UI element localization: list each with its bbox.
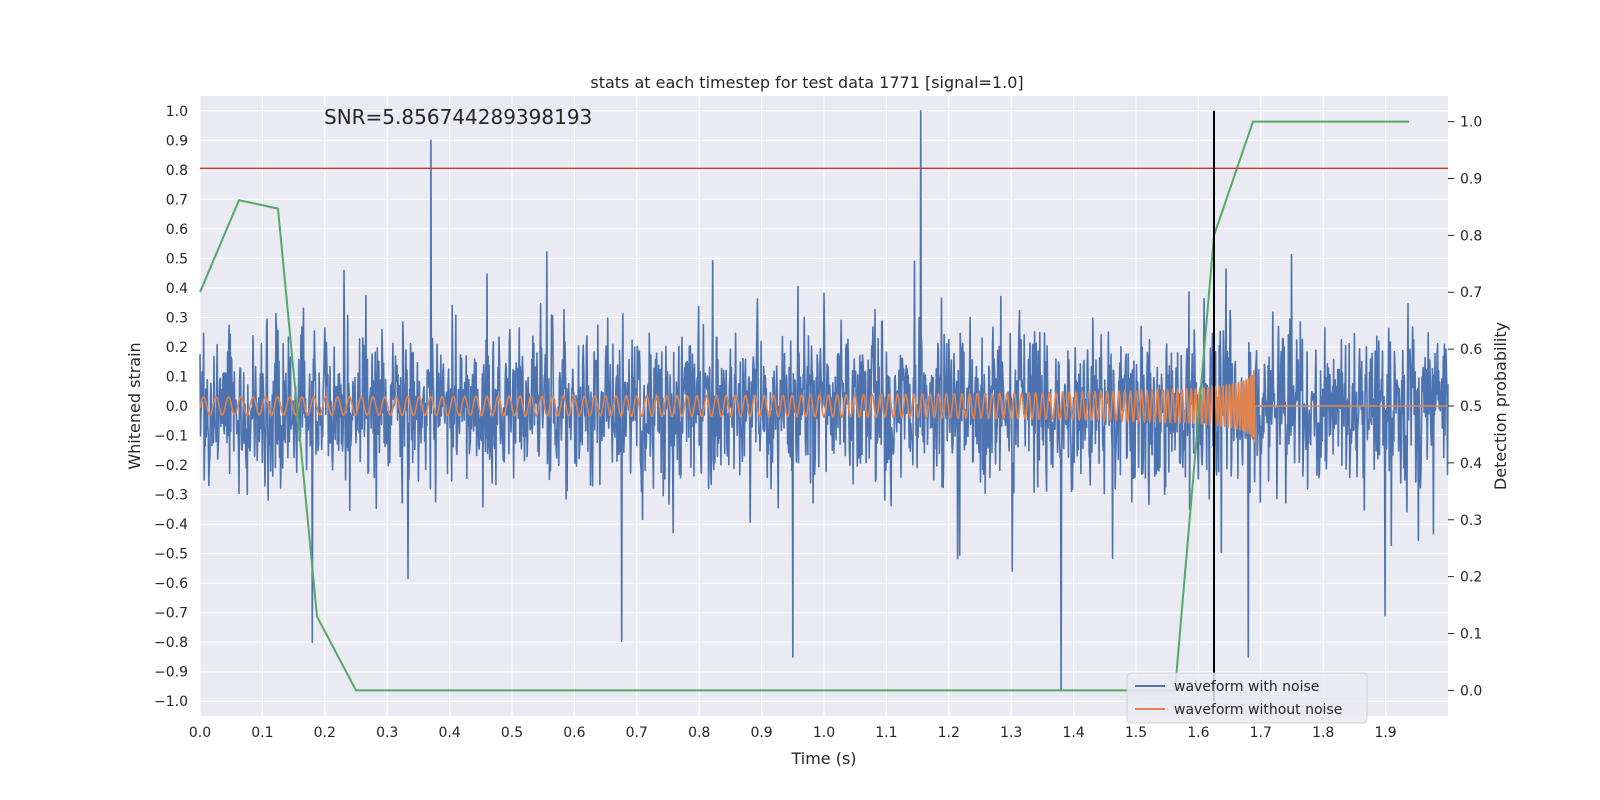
x-tick-label: 0.2 <box>314 725 336 741</box>
x-tick-label: 0.8 <box>688 725 710 741</box>
y-right-tick-label: 0.4 <box>1460 456 1482 472</box>
y-tick-label: 0.3 <box>166 310 188 326</box>
y-right-tick-label: 0.2 <box>1460 570 1482 586</box>
x-tick-label: 0.9 <box>750 725 772 741</box>
x-tick-label: 1.9 <box>1374 725 1396 741</box>
x-tick-label: 0.0 <box>189 725 211 741</box>
series-waveform-with-noise <box>199 110 1449 691</box>
y-tick-label: 0.1 <box>166 369 188 385</box>
y-tick-label: 0.4 <box>166 281 188 297</box>
y-right-tick-label: 0.5 <box>1460 399 1482 415</box>
y-tick-label: 0.8 <box>166 163 188 179</box>
legend-box <box>1126 672 1368 724</box>
y-right-axis-label: Detection probability <box>1491 322 1510 490</box>
y-right-tick-label: 0.0 <box>1460 683 1482 699</box>
y-tick-label: −0.3 <box>154 488 188 504</box>
legend: waveform with noise waveform without noi… <box>1126 672 1368 724</box>
y-tick-label: −0.7 <box>154 606 188 622</box>
y-axis-label: Whitened strain <box>125 342 144 469</box>
y-right-axis-ticks: 1.0 0.9 0.8 0.7 0.6 0.5 0.4 0.3 0.2 0.1 0.0 <box>1448 115 1482 699</box>
x-tick-label: 1.7 <box>1250 725 1272 741</box>
waveform-without-noise-line <box>199 370 1448 443</box>
x-tick-label: 1.0 <box>813 725 835 741</box>
y-right-tick-label: 0.6 <box>1460 342 1482 358</box>
y-tick-label: 0.2 <box>166 340 188 356</box>
x-tick-label: 0.4 <box>438 725 460 741</box>
y-right-tick-label: 0.1 <box>1460 627 1482 643</box>
x-tick-label: 1.4 <box>1062 725 1084 741</box>
y-tick-label: −1.0 <box>154 694 188 710</box>
x-tick-label: 1.3 <box>1000 725 1022 741</box>
y-tick-label: −0.1 <box>154 429 188 445</box>
x-tick-label: 1.6 <box>1187 725 1209 741</box>
series-waveform-without-noise <box>199 370 1448 443</box>
y-right-tick-label: 0.9 <box>1460 171 1482 187</box>
y-tick-label: 1.0 <box>166 104 188 120</box>
y-tick-label: 0.6 <box>166 222 188 238</box>
y-tick-label: −0.8 <box>154 635 188 651</box>
y-tick-label: 0.9 <box>166 133 188 149</box>
waveform-with-noise-line <box>199 110 1449 691</box>
legend-label-clean: waveform without noise <box>1174 702 1342 718</box>
x-axis-label: Time (s) <box>790 749 856 768</box>
x-tick-label: 1.5 <box>1125 725 1147 741</box>
x-tick-label: 1.8 <box>1312 725 1334 741</box>
reference-lines <box>200 110 1448 702</box>
y-tick-label: −0.6 <box>154 576 188 592</box>
y-tick-label: 0.0 <box>166 399 188 415</box>
x-tick-label: 1.1 <box>875 725 897 741</box>
y-tick-label: −0.2 <box>154 458 188 474</box>
snr-annotation: SNR=5.856744289398193 <box>324 105 592 129</box>
y-right-tick-label: 1.0 <box>1460 115 1482 131</box>
y-tick-label: −0.4 <box>154 517 188 533</box>
x-tick-label: 0.5 <box>501 725 523 741</box>
y-tick-label: −0.5 <box>154 547 188 563</box>
x-tick-label: 0.7 <box>626 725 648 741</box>
x-tick-label: 0.3 <box>376 725 398 741</box>
x-axis-ticks: 0.0 0.1 0.2 0.3 0.4 0.5 0.6 0.7 0.8 0.9 1.0 1.1 1.2 1… <box>189 725 1397 741</box>
y-tick-label: −0.9 <box>154 665 188 681</box>
legend-label-noise: waveform with noise <box>1174 679 1319 695</box>
x-tick-label: 0.1 <box>251 725 273 741</box>
y-axis-ticks: 1.0 0.9 0.8 0.7 0.6 0.5 0.4 0.3 0.2 0.1 0.0 −0.1 −0.… <box>154 104 188 710</box>
x-tick-label: 1.2 <box>938 725 960 741</box>
detection-probability-line <box>199 120 1409 692</box>
series-detection-probability <box>199 120 1409 692</box>
chart-title: stats at each timestep for test data 177… <box>590 73 1023 92</box>
y-right-tick-label: 0.3 <box>1460 513 1482 529</box>
y-tick-label: 0.5 <box>166 251 188 267</box>
y-right-tick-label: 0.8 <box>1460 228 1482 244</box>
y-right-tick-label: 0.7 <box>1460 285 1482 301</box>
y-tick-label: 0.7 <box>166 192 188 208</box>
x-tick-label: 0.6 <box>563 725 585 741</box>
